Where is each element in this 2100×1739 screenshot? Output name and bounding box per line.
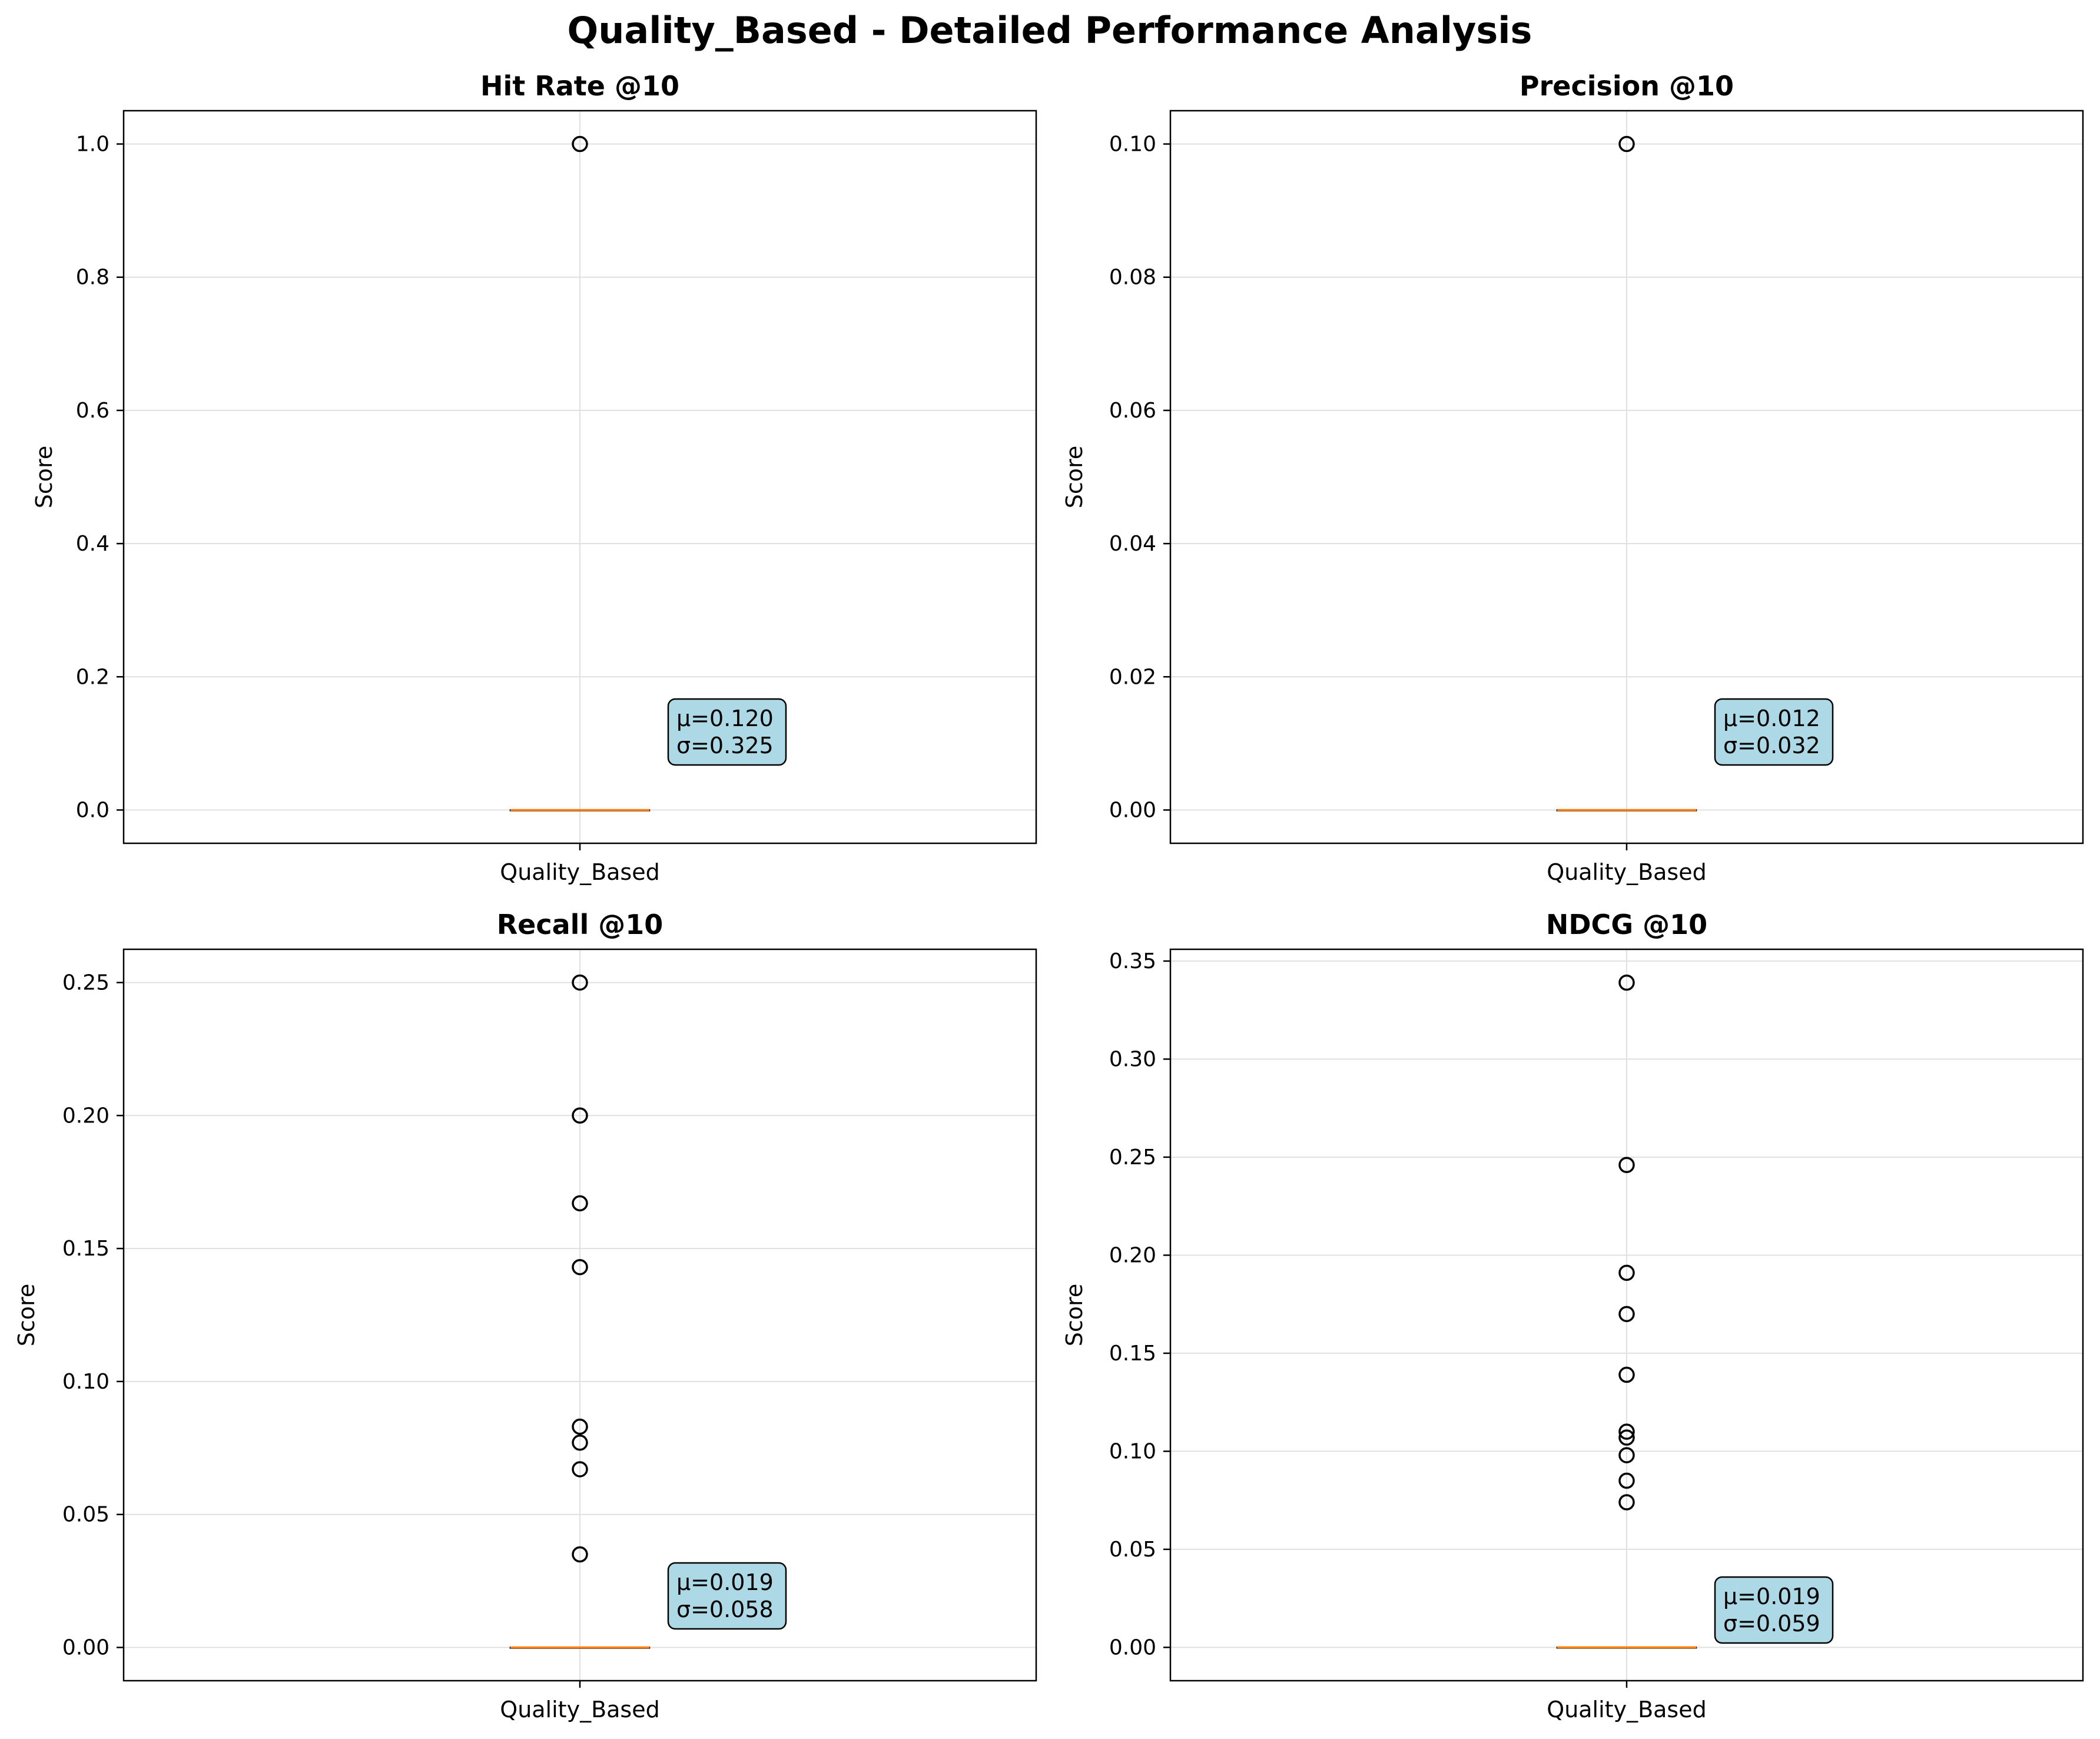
y-tick-label: 1.0 [76,133,110,157]
subplot-title: Recall @10 [497,909,663,940]
outlier-point [1618,135,1635,153]
outlier-point [1618,974,1635,991]
y-tick-label: 0.4 [76,532,110,556]
y-tick-label: 0.10 [1109,133,1156,157]
stats-box [1714,698,1834,766]
outlier-point [1618,1447,1635,1463]
y-tick-label: 0.05 [62,1503,110,1527]
outlier-point [572,974,588,991]
y-tick-label: 0.20 [62,1104,110,1128]
y-tick-label: 0.02 [1109,665,1156,689]
subplot-title: Hit Rate @10 [480,70,679,102]
outlier-point [572,1461,588,1478]
y-tick-label: 0.00 [62,1636,110,1660]
outlier-point [1618,1306,1635,1323]
y-tick-label: 0.08 [1109,266,1156,290]
outlier-point [572,1107,588,1124]
y-tick-label: 0.0 [76,798,110,822]
stats-box [1714,1576,1834,1644]
y-tick-label: 0.00 [1109,798,1156,822]
y-tick-label: 0.10 [1109,1439,1156,1463]
y-tick-label: 0.6 [76,399,110,423]
stats-box [667,698,787,766]
x-tick-label: Quality_Based [500,859,659,885]
stats-std: σ=0.058 [676,1596,774,1622]
y-tick-label: 0.2 [76,665,110,689]
subplot-title: Precision @10 [1520,70,1734,102]
outlier-point [1618,1264,1635,1281]
outlier-point [1618,1157,1635,1174]
outlier-point [572,1258,588,1276]
y-tick-label: 0.20 [1109,1243,1156,1267]
y-axis-label: Score [1061,1284,1087,1346]
outlier-point [1618,1429,1635,1446]
outlier-point [572,1435,588,1451]
y-tick-label: 0.30 [1109,1047,1156,1071]
outlier-point [1618,1423,1635,1440]
stats-mean: μ=0.012 [1723,705,1820,731]
x-tick-label: Quality_Based [500,1697,659,1723]
outlier-point [572,1418,588,1435]
y-tick-label: 0.00 [1109,1635,1156,1659]
outlier-point [572,1546,588,1563]
y-tick-label: 0.06 [1109,399,1156,423]
stats-box [667,1562,787,1630]
subplot-3: 0.00 0.05 0.10 0.15 0.20 0.25 0.30 0.35 Quality_… [1061,909,2084,1723]
y-axis-label: Score [14,1284,39,1346]
y-tick-label: 0.05 [1109,1538,1156,1562]
outlier-point [572,135,588,153]
y-axis-label: Score [31,446,57,508]
x-tick-label: Quality_Based [1547,859,1706,885]
subplot-0: 0.0 0.2 0.4 0.6 0.8 1.0 Quality_Based Hit Rate … [31,70,1037,885]
figure-title: Quality_Based - Detailed Performance Ana… [568,9,1532,52]
subplot-1: 0.00 0.02 0.04 0.06 0.08 0.10 Quality_Based Pre… [1061,70,2084,885]
subplot-2: 0.00 0.05 0.10 0.15 0.20 0.25 Quality_Based Rec… [14,909,1037,1723]
y-tick-label: 0.15 [1109,1341,1156,1366]
subplot-title: NDCG @10 [1546,909,1707,940]
stats-std: σ=0.032 [1723,733,1820,758]
stats-mean: μ=0.019 [1723,1584,1820,1609]
y-tick-label: 0.25 [62,970,110,995]
y-tick-label: 0.15 [62,1237,110,1261]
stats-std: σ=0.325 [676,733,774,758]
y-tick-label: 0.8 [76,266,110,290]
outlier-point [1618,1494,1635,1511]
y-tick-label: 0.25 [1109,1145,1156,1170]
x-tick-label: Quality_Based [1547,1697,1706,1723]
outlier-point [1618,1472,1635,1489]
y-tick-label: 0.35 [1109,949,1156,973]
outlier-point [572,1195,588,1212]
y-tick-label: 0.04 [1109,532,1156,556]
stats-std: σ=0.059 [1723,1611,1820,1637]
stats-mean: μ=0.019 [676,1569,774,1595]
stats-mean: μ=0.120 [676,705,774,731]
y-axis-label: Score [1061,446,1087,508]
y-tick-label: 0.10 [62,1370,110,1394]
outlier-point [1618,1366,1635,1383]
